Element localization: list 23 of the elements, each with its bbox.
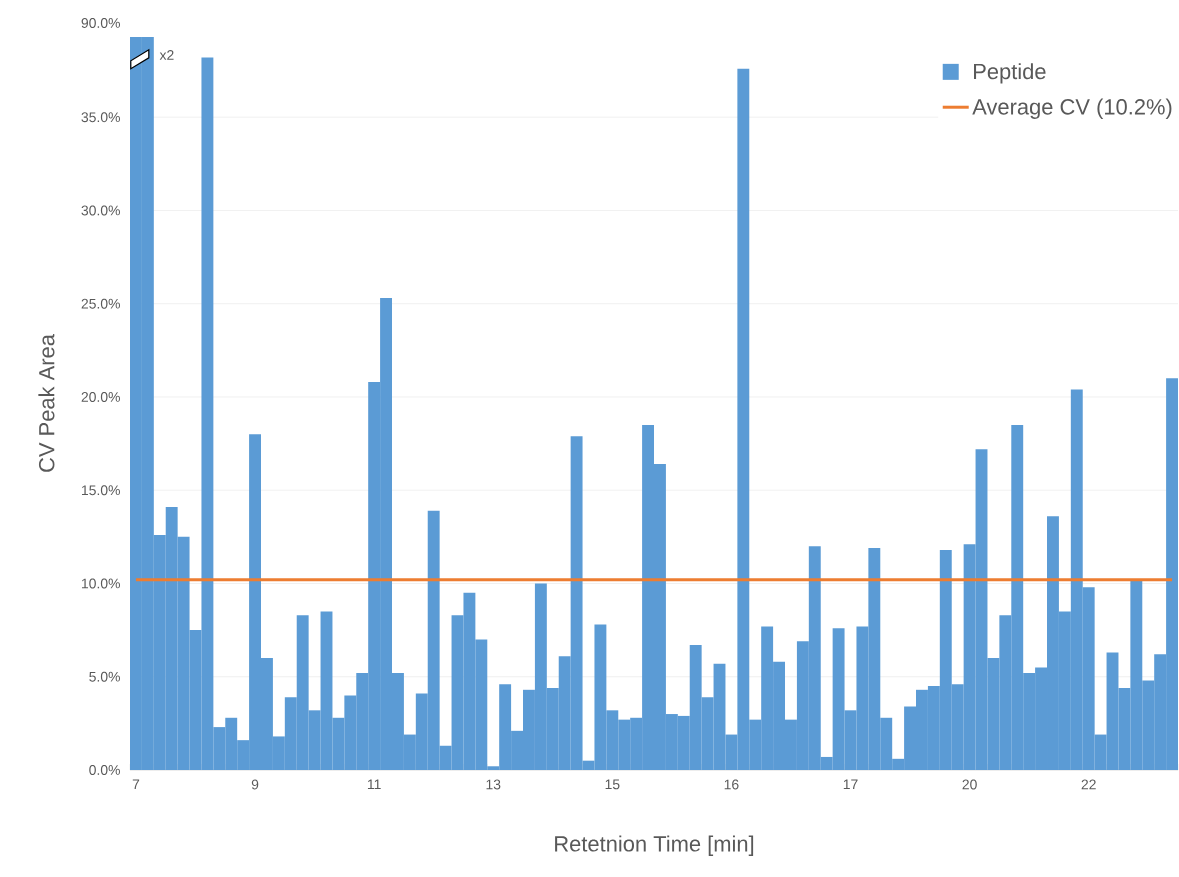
annotation: x2 (159, 50, 174, 60)
x-tick-label: 9 (251, 779, 259, 790)
x-axis-title: Retetnion Time [min] (555, 835, 754, 856)
legend-label: Average CV (10.2%) (972, 98, 1172, 119)
y-tick-label: 30.0% (81, 205, 120, 216)
x-tick-label: 20 (962, 779, 977, 790)
y-tick-label: 35.0% (81, 112, 120, 123)
annotation: 90.0% (81, 18, 120, 28)
x-tick-label: 16 (724, 779, 739, 790)
y-tick-label: 15.0% (81, 485, 120, 496)
y-tick-label: 0.0% (89, 765, 120, 775)
y-tick-label: 25.0% (81, 298, 120, 309)
legend-label: Peptide (974, 63, 1046, 84)
y-tick-label: 10.0% (81, 578, 120, 589)
y-tick-label: 5.0% (89, 671, 120, 682)
x-tick-label: 13 (486, 779, 501, 790)
y-tick-label: 20.0% (81, 392, 120, 402)
x-tick-label: 11 (367, 779, 381, 790)
y-axis-title: CV Peak Area (38, 334, 55, 472)
x-tick-label: 17 (843, 779, 858, 790)
x-tick-label: 7 (132, 779, 140, 790)
x-tick-label: 15 (605, 779, 620, 790)
x-tick-label: 22 (1081, 779, 1096, 790)
